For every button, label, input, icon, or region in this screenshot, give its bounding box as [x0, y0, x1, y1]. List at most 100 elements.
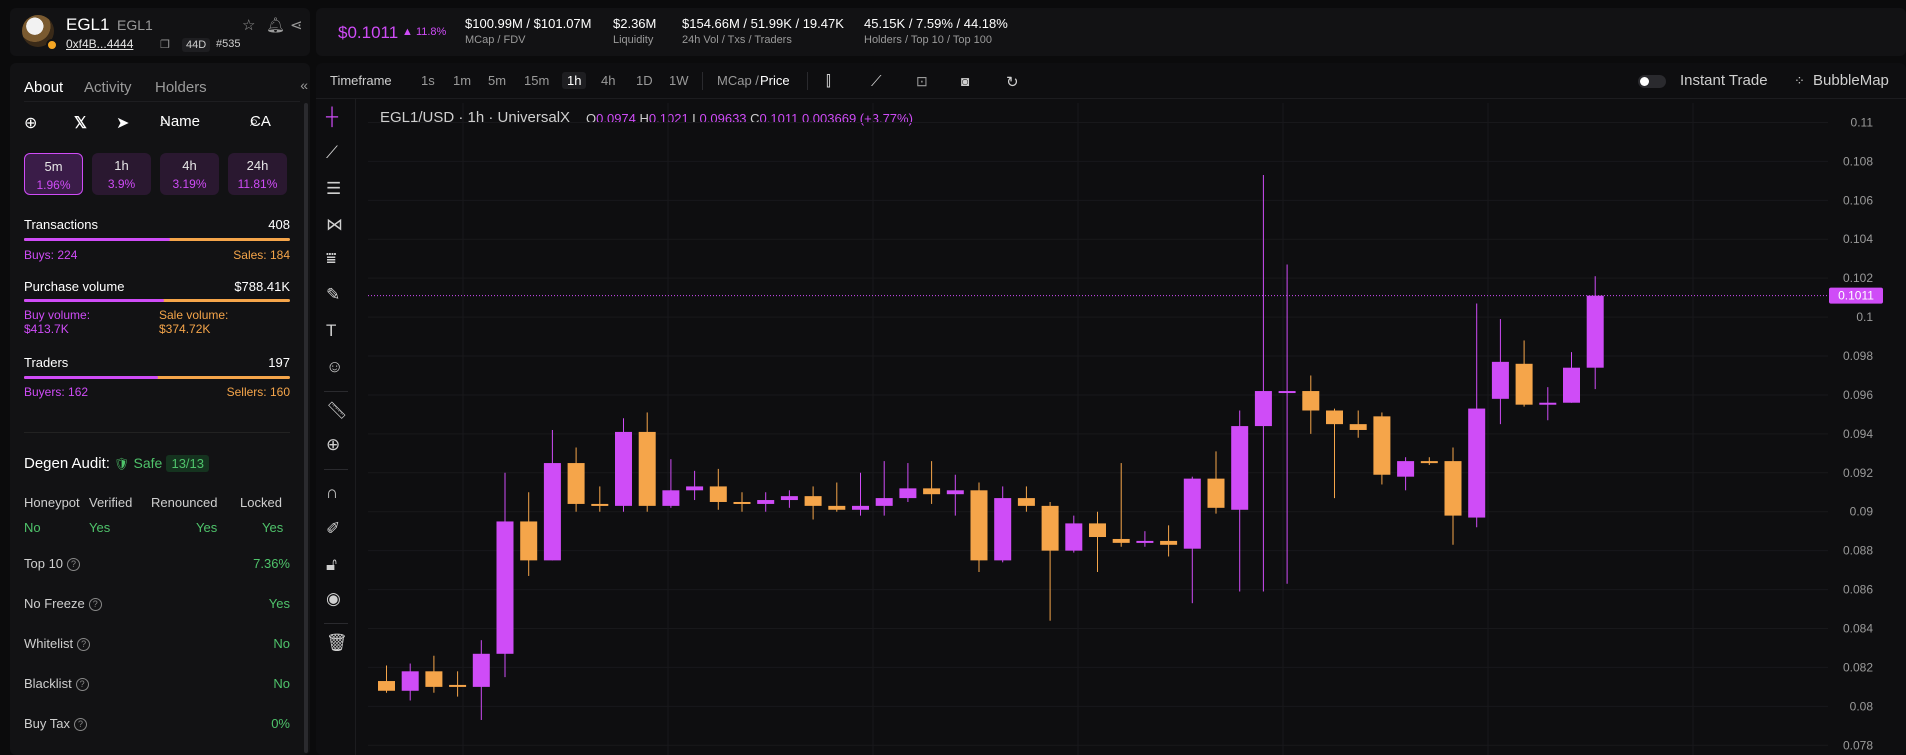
- timeframe-24h[interactable]: 24h 11.81%: [228, 153, 287, 195]
- zoom-icon[interactable]: ⊕: [326, 435, 341, 454]
- bookmark-icon[interactable]: ⊡: [916, 73, 928, 89]
- candle-body: [709, 486, 727, 502]
- y-tick-label: 0.108: [1843, 154, 1873, 168]
- text-icon[interactable]: T: [326, 321, 337, 340]
- timeframe-1h[interactable]: 1h 3.9%: [92, 153, 151, 195]
- help-icon[interactable]: ?: [67, 558, 81, 571]
- volume-value: $788.41K: [234, 279, 290, 294]
- help-icon[interactable]: ?: [74, 718, 88, 731]
- horizontal-lines-icon[interactable]: ☰: [326, 179, 342, 198]
- transactions-value: 408: [268, 217, 290, 232]
- bubblemap-button[interactable]: BubbleMap: [1813, 72, 1889, 89]
- candle-body: [923, 488, 941, 495]
- x-icon[interactable]: 𝕏: [74, 115, 87, 132]
- candle-body: [1302, 391, 1320, 411]
- bell-icon[interactable]: 🔔︎: [266, 17, 286, 34]
- candle-body: [1136, 540, 1154, 543]
- candle-body: [1231, 426, 1249, 510]
- stat-volume: $154.66M / 51.99K / 19.47K 24h Vol / Txs …: [682, 16, 844, 46]
- magnet-icon[interactable]: ∩: [326, 483, 339, 502]
- candle-body: [1563, 367, 1580, 403]
- interval-1m[interactable]: 1m: [453, 73, 472, 88]
- stat-liquidity: $2.36M Liquidity: [613, 16, 657, 46]
- help-icon[interactable]: ?: [88, 598, 102, 611]
- candle-body: [899, 488, 917, 499]
- check-top10: Top 10? 7.36%: [24, 556, 290, 571]
- drawing-tools: ┼ ⟋ ☰ ⋈ ⩸ ✎ T ☺ 📏︎ ⊕ ∩ ✐ 🔓︎ ◉ 🗑︎: [316, 99, 356, 755]
- sidebar: About Activity Holders « ⊕ 𝕏 ➤ ⌕ Name ⌕ …: [10, 63, 310, 755]
- stat-mcap: $100.99M / $101.07M MCap / FDV: [465, 16, 592, 46]
- refresh-icon[interactable]: ↻: [1006, 74, 1019, 91]
- timeframe-4h[interactable]: 4h 3.19%: [160, 153, 219, 195]
- timeframe-5m[interactable]: 5m 1.96%: [24, 153, 83, 195]
- candle-body: [378, 681, 395, 691]
- candle-body: [875, 498, 893, 506]
- candle-body: [733, 501, 751, 504]
- tab-about[interactable]: About: [24, 79, 64, 96]
- candle-type-icon[interactable]: ⫿: [826, 73, 831, 90]
- candle-body: [496, 521, 514, 654]
- tab-divider: [24, 101, 300, 102]
- candle-body: [615, 431, 632, 506]
- traders-bar: [24, 376, 290, 379]
- lock-drawing-icon[interactable]: ✐: [326, 519, 341, 538]
- mcap-toggle[interactable]: MCap /: [717, 73, 759, 88]
- fib-icon[interactable]: ⩸: [326, 249, 337, 268]
- indicators-icon[interactable]: ⟋: [871, 73, 882, 90]
- star-icon[interactable]: ☆: [242, 17, 256, 34]
- y-tick-label: 0.096: [1843, 388, 1873, 402]
- interval-5m[interactable]: 5m: [488, 73, 507, 88]
- share-icon[interactable]: ⋖: [290, 17, 303, 34]
- interval-15m[interactable]: 15m: [524, 73, 550, 88]
- candle-body: [1539, 402, 1557, 405]
- y-tick-label: 0.08: [1850, 699, 1874, 713]
- trendline-icon[interactable]: ⟋: [326, 143, 338, 162]
- copy-icon[interactable]: ❐: [160, 39, 170, 51]
- collapse-icon[interactable]: «: [300, 77, 308, 93]
- globe-icon[interactable]: ⊕: [24, 115, 38, 132]
- unlock-icon[interactable]: 🔓︎: [326, 555, 338, 574]
- help-icon[interactable]: ?: [77, 638, 91, 651]
- crosshair-icon[interactable]: ┼: [326, 107, 339, 126]
- interval-1h[interactable]: 1h: [562, 72, 587, 89]
- ruler-icon[interactable]: 📏︎: [326, 401, 348, 420]
- y-tick-label: 0.098: [1843, 349, 1873, 363]
- y-tick-label: 0.084: [1843, 621, 1873, 635]
- candle-body: [1397, 461, 1415, 477]
- price-toggle[interactable]: Price: [760, 73, 790, 88]
- renounced-label: Renounced: [151, 495, 218, 510]
- audit-score: 13/13: [166, 455, 210, 472]
- token-rank: #535: [216, 38, 241, 50]
- eye-icon[interactable]: ◉: [326, 589, 341, 608]
- interval-4h[interactable]: 4h: [601, 73, 616, 88]
- camera-icon[interactable]: ◙: [961, 73, 970, 89]
- candle-body: [1349, 424, 1367, 430]
- interval-1d[interactable]: 1D: [636, 73, 653, 88]
- instant-trade-toggle[interactable]: [1638, 75, 1666, 88]
- token-name: EGL1: [66, 15, 110, 34]
- chain-badge-icon: [46, 39, 58, 51]
- verified-label: Verified: [89, 495, 133, 510]
- scrollbar[interactable]: [304, 103, 308, 753]
- bubblemap-icon[interactable]: ⁘: [1794, 73, 1805, 88]
- y-tick-label: 0.102: [1843, 271, 1873, 285]
- candlestick-chart[interactable]: 0.11 0.108 0.106 0.104 0.102 0.1 0.098 0.096 0.0…: [368, 103, 1906, 755]
- brush-icon[interactable]: ✎: [326, 285, 341, 304]
- tab-holders[interactable]: Holders: [155, 79, 207, 96]
- candle-body: [591, 503, 609, 506]
- token-address-link[interactable]: 0xf4B...4444: [66, 37, 134, 51]
- chart-title: EGL1/USD · 1h · UniversalX: [380, 109, 571, 126]
- chart-toolbar: Timeframe 1s 1m 5m 15m 1h 4h 1D 1W MCap …: [316, 63, 1906, 99]
- help-icon[interactable]: ?: [75, 678, 89, 691]
- tab-activity[interactable]: Activity: [84, 79, 132, 96]
- candle-body: [1160, 540, 1178, 545]
- pattern-icon[interactable]: ⋈: [326, 215, 343, 234]
- interval-1s[interactable]: 1s: [421, 73, 435, 88]
- interval-1w[interactable]: 1W: [669, 73, 689, 88]
- trash-icon[interactable]: 🗑︎: [326, 633, 348, 652]
- tools-divider: [324, 623, 348, 624]
- audit-status: Safe: [133, 455, 163, 471]
- telegram-icon[interactable]: ➤: [116, 115, 130, 132]
- emoji-icon[interactable]: ☺: [326, 357, 344, 376]
- degen-audit: Degen Audit: 🛡︎ Safe 13/13: [24, 455, 210, 472]
